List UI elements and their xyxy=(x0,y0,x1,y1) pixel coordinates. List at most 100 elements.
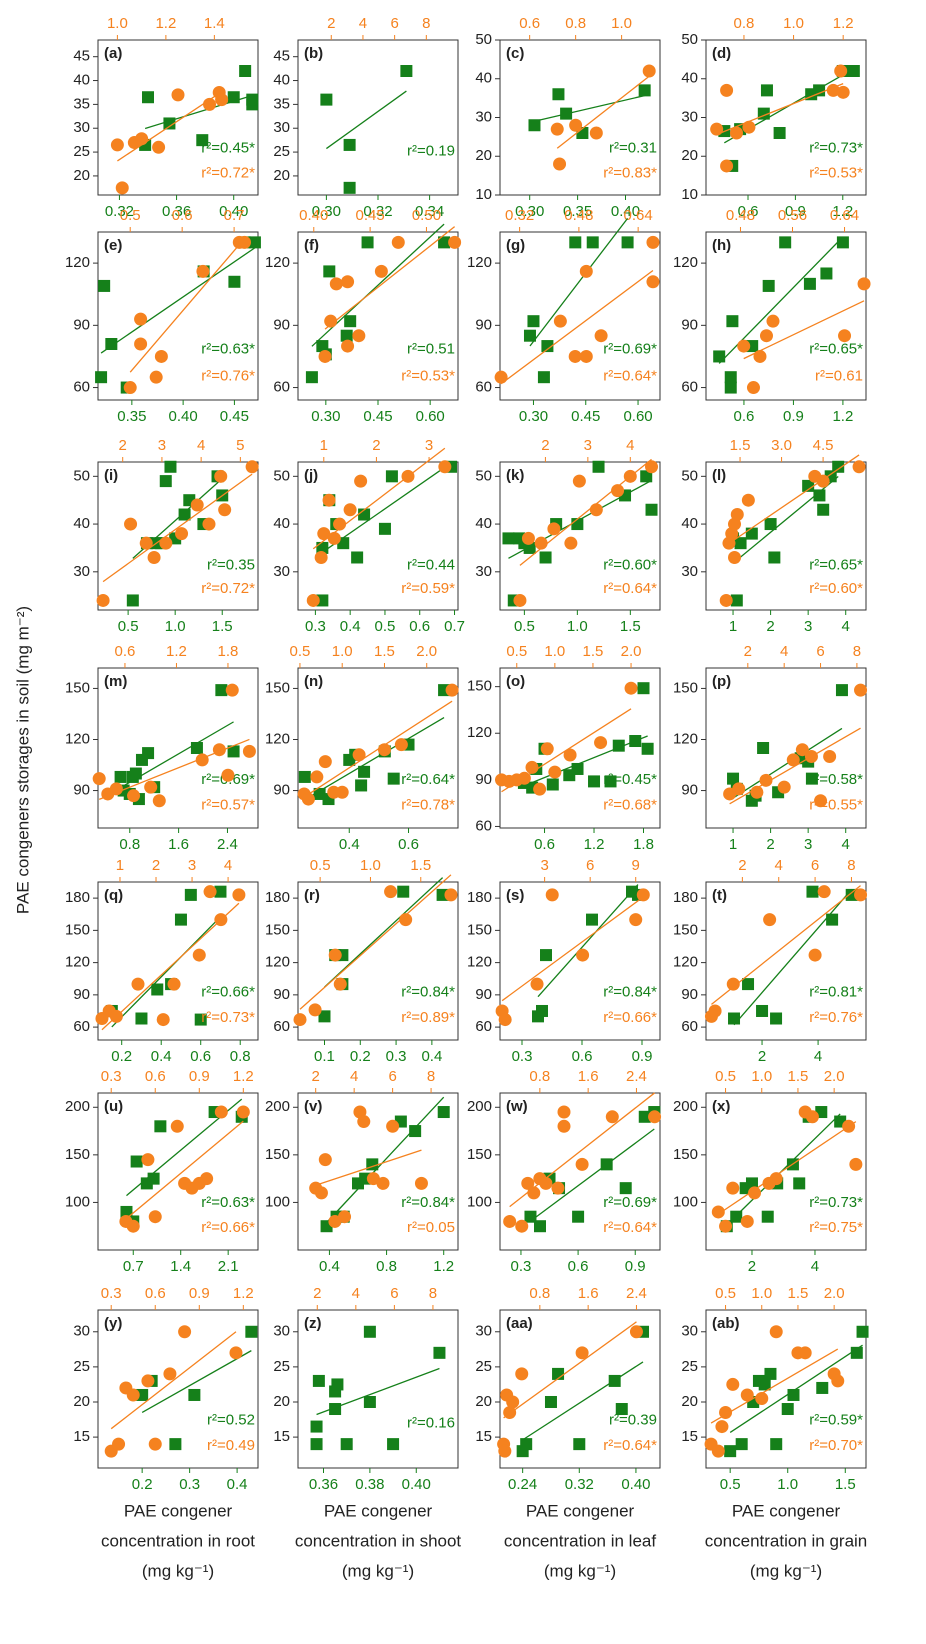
point xyxy=(163,117,176,130)
y-tick-label: 150 xyxy=(265,921,290,938)
plot-frame xyxy=(297,1092,459,1251)
x-tick-label: 0.40 xyxy=(169,408,198,425)
panel: (y) 15 20 25 30 0.2 0.3 0.4 0.3 0.6 0.9 1.2 r²=0.52 r… xyxy=(73,1285,259,1493)
point xyxy=(343,138,356,151)
point xyxy=(142,747,155,760)
x2-tick-label: 0.8 xyxy=(529,1068,550,1085)
point xyxy=(719,1406,733,1420)
r2-annotation: r²=0.58* xyxy=(809,771,863,788)
x-tick-label: 0.45 xyxy=(220,408,249,425)
point xyxy=(248,236,261,249)
point xyxy=(114,770,127,783)
point xyxy=(376,1176,390,1190)
point xyxy=(351,551,364,564)
point xyxy=(777,780,791,794)
plot-frame xyxy=(97,231,259,401)
point xyxy=(730,126,744,140)
point xyxy=(333,517,347,531)
x2-tick-label: 6 xyxy=(390,1285,398,1302)
point xyxy=(152,794,166,808)
point xyxy=(327,531,341,545)
point xyxy=(737,339,751,353)
y-tick-label: 60 xyxy=(475,817,492,834)
r2-annotation: r²=0.45* xyxy=(603,771,657,788)
x-tick-label: 0.30 xyxy=(515,203,544,220)
x-tick-label: 0.45 xyxy=(363,408,392,425)
x2-tick-label: 6 xyxy=(811,857,819,874)
point xyxy=(551,1181,565,1195)
x2-tick-label: 2 xyxy=(313,1285,321,1302)
point xyxy=(728,550,742,564)
x2-tick-label: 0.64 xyxy=(830,207,859,224)
point xyxy=(779,236,792,249)
r2-annotation: r²=0.05 xyxy=(407,1219,455,1236)
point xyxy=(170,1119,184,1133)
point xyxy=(769,1172,783,1186)
point xyxy=(343,503,357,517)
y-tick-label: 50 xyxy=(681,467,698,484)
point xyxy=(569,118,583,132)
point xyxy=(524,1210,537,1223)
point xyxy=(308,1003,322,1017)
point xyxy=(594,329,608,343)
x2-tick-label: 4.5 xyxy=(813,437,834,454)
y-tick-label: 30 xyxy=(475,108,492,125)
panel-title: (s) xyxy=(506,887,524,904)
panel-title: (v) xyxy=(304,1098,322,1115)
point xyxy=(352,748,366,762)
trend-line xyxy=(743,300,865,360)
r2-annotation: r²=0.64* xyxy=(603,367,657,384)
x-tick-label: 1.2 xyxy=(832,408,853,425)
point xyxy=(572,1210,585,1223)
r2-annotation: r²=0.65* xyxy=(809,557,863,574)
point xyxy=(724,1445,737,1458)
y-tick-label: 120 xyxy=(673,254,698,271)
r2-annotation: r²=0.73* xyxy=(809,139,863,156)
point xyxy=(854,683,868,697)
x2-tick-label: 1.0 xyxy=(611,15,632,32)
y-tick-label: 90 xyxy=(475,316,492,333)
point xyxy=(781,1403,794,1416)
y-tick-label: 90 xyxy=(475,771,492,788)
point xyxy=(611,484,625,498)
panel-title: (b) xyxy=(304,45,323,62)
point xyxy=(534,536,548,550)
point xyxy=(215,684,228,697)
panel-title: (aa) xyxy=(506,1315,533,1332)
point xyxy=(366,1172,380,1186)
point xyxy=(645,503,658,516)
point xyxy=(214,1105,228,1119)
y-tick-label: 25 xyxy=(73,143,90,160)
point xyxy=(742,978,755,991)
point xyxy=(761,1210,774,1223)
point xyxy=(836,236,849,249)
point xyxy=(318,1010,331,1023)
point xyxy=(814,794,828,808)
plot-frame xyxy=(705,231,867,401)
point xyxy=(533,782,547,796)
panel: (i) 30 40 50 0.5 1.0 1.5 2 3 4 5 r²=0.35 r²=0.72* xyxy=(73,437,259,635)
x-tick-label: 0.35 xyxy=(563,203,592,220)
x2-tick-label: 0.48 xyxy=(564,207,593,224)
point xyxy=(129,767,142,780)
x-axis-label: (mg kg⁻¹) xyxy=(142,1561,214,1580)
point xyxy=(148,1210,162,1224)
point xyxy=(154,349,168,363)
point xyxy=(310,1438,323,1451)
point xyxy=(798,1346,812,1360)
point xyxy=(438,460,452,474)
x2-tick-label: 3.0 xyxy=(771,437,792,454)
y-tick-label: 30 xyxy=(475,563,492,580)
point xyxy=(340,329,353,342)
x2-tick-label: 1.0 xyxy=(751,1285,772,1302)
panel-title: (q) xyxy=(104,887,123,904)
trend-line xyxy=(556,75,650,149)
x-tick-label: 0.3 xyxy=(512,1048,533,1065)
y-tick-label: 150 xyxy=(673,1146,698,1163)
plot-frame xyxy=(297,1309,459,1469)
point xyxy=(513,593,527,607)
point xyxy=(638,84,651,97)
panel-title: (d) xyxy=(712,45,731,62)
x2-tick-label: 0.40 xyxy=(299,207,328,224)
point xyxy=(149,370,163,384)
